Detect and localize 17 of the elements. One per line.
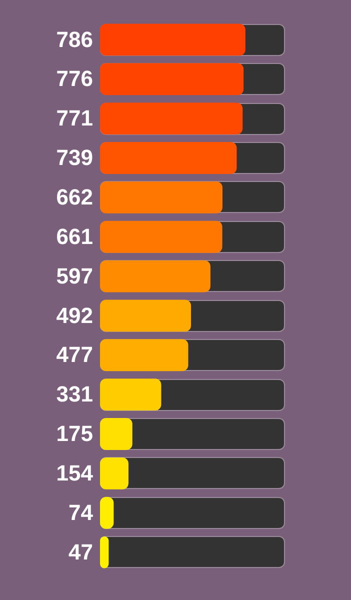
data-label: 776 [56, 66, 93, 92]
data-label: 331 [56, 382, 93, 407]
data-label: 739 [56, 145, 93, 170]
data-label: 597 [56, 263, 93, 288]
data-label: 74 [68, 500, 94, 525]
data-label: 492 [56, 302, 93, 328]
bar [100, 536, 109, 568]
data-label: 771 [56, 106, 93, 131]
bar [100, 418, 132, 450]
data-label: 47 [68, 539, 93, 564]
data-label: 175 [56, 421, 93, 446]
data-label: 154 [56, 460, 94, 486]
data-label: 662 [56, 184, 93, 210]
bar [100, 457, 128, 490]
data-label: 477 [56, 342, 93, 368]
data-label: 661 [56, 224, 93, 249]
data-label: 786 [56, 26, 93, 52]
